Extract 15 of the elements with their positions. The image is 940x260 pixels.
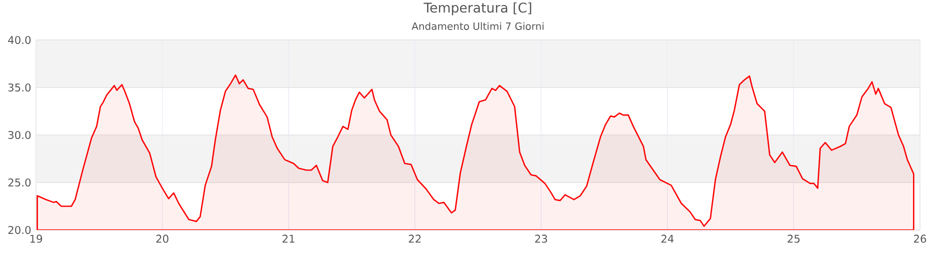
chart-subtitle: Andamento Ultimi 7 Giorni: [412, 22, 544, 30]
y-tick-label: 20.0: [8, 226, 31, 234]
x-tick-label: 19: [30, 234, 42, 243]
y-tick-label: 30.0: [8, 130, 31, 140]
x-tick-label: 21: [282, 234, 294, 243]
y-tick-label: 40.0: [8, 36, 31, 44]
x-tick-label: 26: [914, 234, 926, 243]
y-tick-label: 35.0: [8, 83, 31, 92]
x-tick-label: 23: [535, 234, 548, 243]
x-tick-label: 25: [788, 234, 800, 243]
x-tick-label: 22: [408, 234, 421, 243]
chart-title: Temperatura [C]: [424, 2, 532, 16]
x-tick-label: 20: [156, 234, 168, 243]
x-tick-label: 24: [661, 234, 674, 243]
y-tick-label: 25.0: [8, 178, 31, 187]
